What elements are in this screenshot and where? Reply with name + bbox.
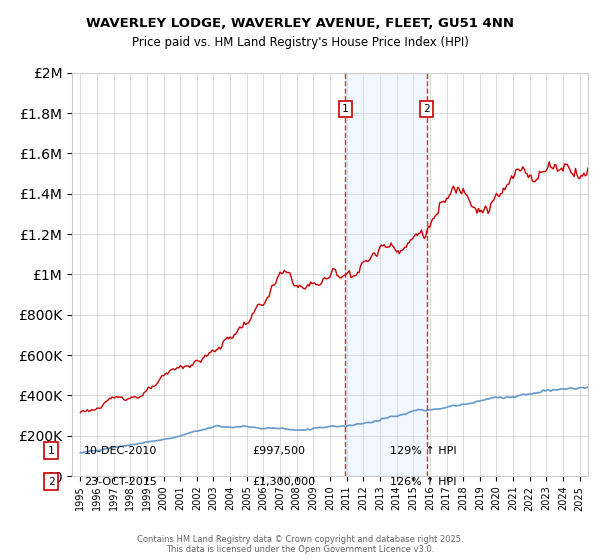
Text: £997,500: £997,500 <box>252 446 305 456</box>
Text: 129% ↑ HPI: 129% ↑ HPI <box>390 446 457 456</box>
Text: 1: 1 <box>342 104 349 114</box>
Text: Contains HM Land Registry data © Crown copyright and database right 2025.
This d: Contains HM Land Registry data © Crown c… <box>137 535 463 554</box>
Text: 2: 2 <box>47 477 55 487</box>
Text: 10-DEC-2010: 10-DEC-2010 <box>84 446 157 456</box>
Bar <box>346 73 427 476</box>
Text: WAVERLEY LODGE, WAVERLEY AVENUE, FLEET, GU51 4NN: WAVERLEY LODGE, WAVERLEY AVENUE, FLEET, … <box>86 17 514 30</box>
Text: £1,300,000: £1,300,000 <box>252 477 315 487</box>
Text: 126% ↑ HPI: 126% ↑ HPI <box>390 477 457 487</box>
Text: 1: 1 <box>47 446 55 456</box>
Text: Price paid vs. HM Land Registry's House Price Index (HPI): Price paid vs. HM Land Registry's House … <box>131 36 469 49</box>
Text: 23-OCT-2015: 23-OCT-2015 <box>84 477 157 487</box>
Text: 2: 2 <box>423 104 430 114</box>
